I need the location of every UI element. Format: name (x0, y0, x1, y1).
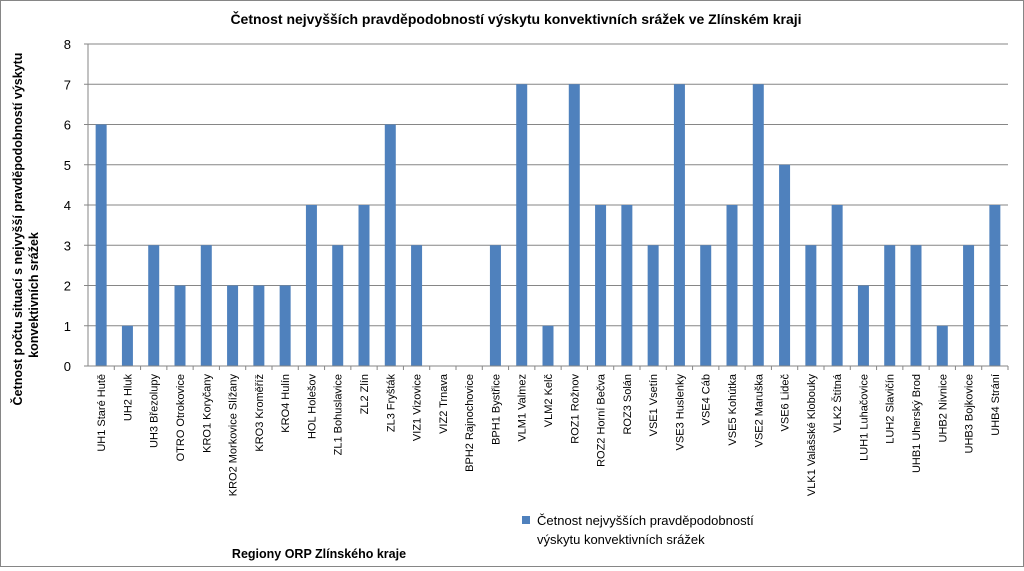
y-tick-labels: 0 1 2 3 4 5 6 7 8 (64, 37, 88, 374)
x-category-label: VSE6 Lideč (780, 374, 792, 432)
x-category-label: BPH2 Rajnochovice (464, 374, 476, 472)
x-category-label: ROZ1 Rožnov (569, 374, 581, 444)
x-category-label: ROZ3 Solán (622, 374, 634, 435)
x-category-label: BPH1 Bystřice (490, 374, 502, 445)
bar (148, 245, 160, 366)
chart-title: Četnost nejvyšších pravděpodobností výsk… (230, 10, 801, 27)
x-category-label: VSE3 Huslenky (674, 374, 686, 451)
x-category-label: UHB1 Uherský Brod (911, 374, 923, 473)
bar (253, 285, 265, 366)
bar (910, 245, 922, 366)
y-axis-title: Četnost počtu situací s nejvyšší pravděp… (10, 53, 41, 406)
x-category-label: VSE1 Vsetín (648, 374, 660, 436)
bar (279, 285, 291, 366)
y-tick-label: 7 (64, 77, 71, 92)
x-category-label: ZL1 Bohuslavice (333, 374, 345, 455)
y-tick-label: 3 (64, 238, 71, 253)
y-tick-label: 6 (64, 118, 71, 133)
bars (95, 84, 1001, 366)
x-category-label: UH3 Březolupy (149, 374, 161, 448)
bar (673, 84, 685, 366)
bar (174, 285, 186, 366)
gridlines (88, 43, 1008, 327)
x-category-label: OTRO Otrokovice (175, 374, 187, 461)
bar (332, 245, 344, 366)
legend: Četnost nejvyšších pravděpodobností výsk… (522, 513, 754, 547)
x-category-label: ZL3 Fryšták (385, 374, 397, 433)
y-tick-label: 2 (64, 279, 71, 294)
legend-label-line-2: výskytu konvektivních srážek (537, 532, 705, 547)
x-category-label: UHB3 Bojkovice (964, 374, 976, 453)
y-tick-label: 5 (64, 158, 71, 173)
x-category-label: HOL Holešov (306, 374, 318, 440)
bar (963, 245, 975, 366)
x-category-label: VLK1 Valašské Klobouky (806, 374, 818, 497)
x-category-label: VLM2 Kelč (543, 374, 555, 428)
bar (384, 124, 396, 366)
legend-label-line-1: Četnost nejvyšších pravděpodobností (537, 513, 754, 528)
x-category-label: ROZ2 Horní Bečva (596, 373, 608, 467)
x-category-label: VSE4 Cáb (701, 374, 713, 425)
x-category-label: VLM1 Valmez (517, 374, 529, 442)
bar (621, 205, 633, 366)
legend-swatch (522, 516, 530, 524)
x-category-label: KRO3 Kroměříž (254, 374, 266, 452)
x-category-label: VIZ1 Vizovice (412, 374, 424, 441)
x-axis-title: Regiony ORP Zlínského kraje (232, 547, 406, 561)
bar (542, 325, 554, 366)
bar (831, 205, 843, 366)
y-axis-title-line-2: konvektivních srážek (27, 232, 41, 358)
bar (95, 124, 107, 366)
bar (805, 245, 817, 366)
x-category-label: LUH1 Luhačovice (858, 374, 870, 461)
x-category-label: LUH2 Slavičín (885, 374, 897, 444)
bar (936, 325, 948, 366)
y-axis-title-line-1: Četnost počtu situací s nejvyšší pravděp… (10, 53, 25, 406)
x-category-label: KRO1 Koryčany (201, 374, 213, 453)
bar (489, 245, 501, 366)
y-tick-label: 8 (64, 37, 71, 52)
bar (752, 84, 764, 366)
bar (121, 325, 133, 366)
y-tick-label: 0 (64, 359, 71, 374)
x-category-label: KRO2 Morkovice Slížany (228, 374, 240, 497)
x-category-label: VIZ2 Trnava (438, 373, 450, 434)
bar (857, 285, 869, 366)
bar (884, 245, 896, 366)
bar (647, 245, 659, 366)
bar (411, 245, 423, 366)
y-tick-label: 4 (64, 198, 71, 213)
x-category-label: ZL2 Zlín (359, 374, 371, 414)
bar (227, 285, 239, 366)
x-category-label: KRO4 Hulín (280, 374, 292, 433)
bar (358, 205, 370, 366)
x-category-label: UHB4 Strání (990, 374, 1002, 436)
x-category-label: UH1 Staré Hutě (96, 374, 108, 452)
x-category-label: UH2 Hluk (122, 374, 134, 422)
x-category-labels: UH1 Staré Hutě UH2 Hluk UH3 Březolupy OTRO … (96, 366, 1009, 497)
x-category-label: UHB2 Nivnice (937, 374, 949, 442)
bar (305, 205, 317, 366)
bar (516, 84, 528, 366)
bar (700, 245, 712, 366)
bar (779, 164, 791, 366)
x-category-label: VSE5 Kohútka (727, 373, 739, 445)
bar (989, 205, 1001, 366)
bar (200, 245, 212, 366)
bar (726, 205, 738, 366)
x-category-label: VLK2 Štítná (831, 373, 844, 433)
y-tick-label: 1 (64, 319, 71, 334)
x-category-label: VSE2 Maruška (753, 373, 765, 447)
bar (595, 205, 607, 366)
bar (568, 84, 580, 366)
